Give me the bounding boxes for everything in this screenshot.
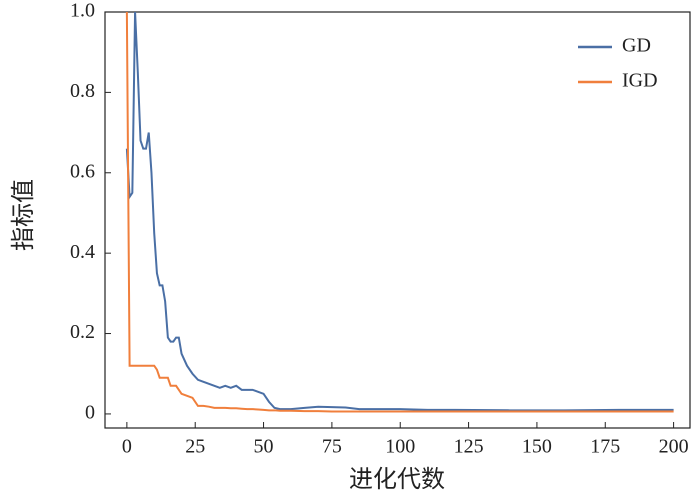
- y-tick-label: 0.8: [70, 80, 95, 102]
- y-tick-label: 0.2: [70, 321, 95, 343]
- x-tick-label: 100: [385, 436, 415, 458]
- legend-label: GD: [622, 35, 651, 57]
- x-tick-label: 125: [454, 436, 484, 458]
- x-tick-label: 25: [185, 436, 205, 458]
- y-tick-label: 1.0: [70, 0, 95, 22]
- plot-area: [125, 12, 674, 413]
- series-line: [125, 12, 674, 413]
- x-tick-label: 175: [590, 436, 620, 458]
- x-tick-label: 150: [522, 436, 552, 458]
- y-tick-label: 0: [85, 402, 95, 424]
- plot-frame: [104, 11, 691, 429]
- y-tick-label: 0.4: [70, 241, 95, 263]
- series-line: [125, 12, 674, 412]
- y-tick-label: 0.6: [70, 160, 95, 182]
- x-tick-label: 200: [659, 436, 689, 458]
- legend-label: IGD: [622, 70, 658, 92]
- x-tick-label: 75: [322, 436, 342, 458]
- x-axis-label: 进化代数: [349, 465, 445, 493]
- y-axis-label: 指标值: [9, 179, 37, 251]
- x-tick-label: 50: [254, 436, 274, 458]
- x-tick-label: 0: [122, 436, 132, 458]
